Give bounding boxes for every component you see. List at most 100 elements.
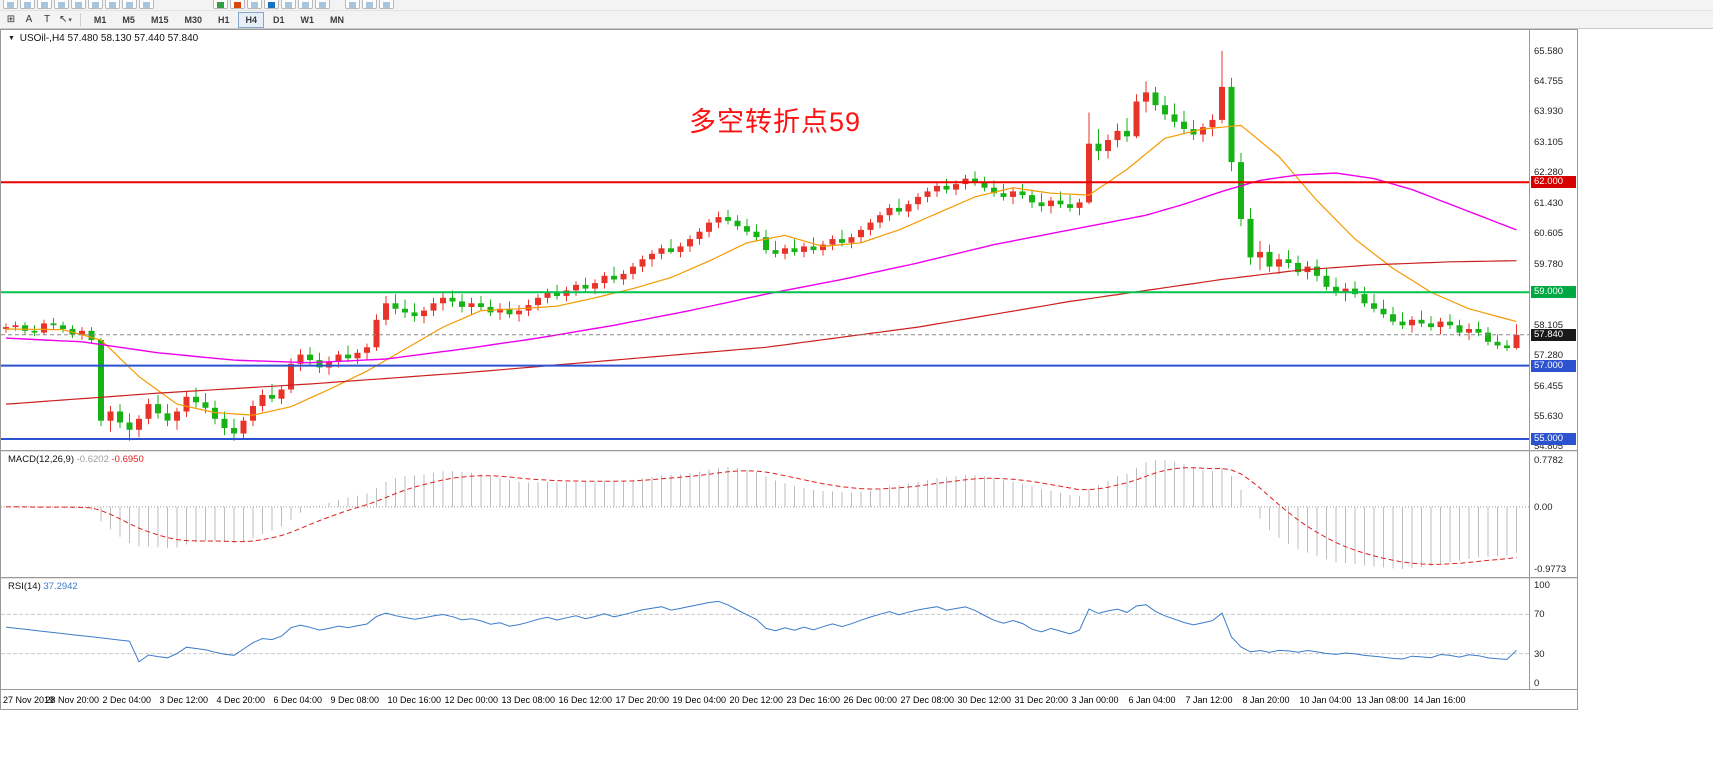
time-axis-label: 10 Jan 04:00 — [1299, 695, 1352, 705]
time-axis[interactable]: 27 Nov 2019 28 Nov 20:00 2 Dec 04:00 3 Dec … — [1, 689, 1577, 709]
time-axis-label: 27 Nov 2019 — [3, 695, 55, 705]
timeframe-D1[interactable]: D1 — [273, 14, 285, 25]
price-axis-label: 61.430 — [1534, 198, 1564, 210]
price-axis-label: 57.280 — [1534, 350, 1564, 362]
rsi-label: RSI(14) 37.2942 — [8, 581, 78, 592]
timeframe-buttons: M1 M5 M15 M30 H1 H4 D1 W1 MN — [86, 11, 352, 28]
time-axis-label: 31 Dec 20:00 — [1014, 695, 1069, 705]
time-axis-label: 20 Dec 12:00 — [729, 695, 784, 705]
rsi-axis-label: 30 — [1534, 648, 1545, 660]
timeframe-M5[interactable]: M5 — [122, 14, 135, 25]
rsi-axis-label: 0 — [1534, 678, 1540, 689]
text-box-tool-button[interactable]: T — [43, 14, 51, 25]
text-label-tool-button[interactable]: A — [25, 14, 33, 25]
toolbar-separator — [79, 13, 81, 26]
macd-value-signal: -0.6950 — [111, 454, 144, 465]
line-chart-icon[interactable] — [247, 0, 262, 9]
time-axis-label: 16 Dec 12:00 — [558, 695, 613, 705]
rsi-plot[interactable] — [1, 579, 1529, 689]
time-axis-label: 4 Dec 20:00 — [216, 695, 266, 705]
chevron-down-icon: ▾ — [68, 16, 72, 24]
macd-plot[interactable] — [1, 452, 1529, 577]
new-chart-icon[interactable] — [122, 0, 137, 9]
price-level-badge: 55.000 — [1531, 432, 1576, 445]
macd-axis-label: 0.00 — [1534, 501, 1553, 513]
toolbar-timeframes: ⊞ A T ↖ ▾ M1 M5 M15 M30 H1 H4 D1 W1 MN — [0, 11, 1713, 29]
charts-icon[interactable] — [20, 0, 35, 9]
auto-trading-icon[interactable] — [139, 0, 154, 9]
time-axis-label: 2 Dec 04:00 — [102, 695, 152, 705]
macd-name: MACD(12,26,9) — [8, 454, 74, 465]
timeframe-H4[interactable]: H4 — [238, 11, 264, 28]
rsi-axis-label: 100 — [1534, 580, 1550, 591]
windows-grid-button[interactable]: ⊞ — [2, 12, 20, 28]
indicators-icon[interactable] — [345, 0, 360, 9]
symbol-dropdown-icon[interactable]: ▼ — [8, 35, 15, 42]
price-level-badge: 57.000 — [1531, 359, 1576, 372]
price-axis-label: 54.805 — [1534, 441, 1564, 453]
price-axis-label: 65.580 — [1534, 45, 1564, 57]
time-axis-label: 19 Dec 04:00 — [672, 695, 727, 705]
time-axis-label: 27 Dec 08:00 — [900, 695, 955, 705]
macd-label: MACD(12,26,9) -0.6202 -0.6950 — [8, 454, 144, 465]
zoom-in-icon[interactable] — [264, 0, 279, 9]
new-order-icon[interactable] — [3, 0, 18, 9]
price-axis[interactable]: 65.580 64.755 63.930 63.105 62.280 61.430 60.6… — [1530, 30, 1577, 689]
time-axis-label: 13 Jan 08:00 — [1356, 695, 1409, 705]
rsi-name: RSI(14) — [8, 581, 41, 592]
symbol-name: USOil-,H4 — [19, 33, 65, 44]
panel-splitter[interactable] — [1, 450, 1577, 452]
arrow-tool-button[interactable]: ↖ ▾ — [56, 12, 75, 28]
price-axis-label: 58.105 — [1534, 320, 1564, 332]
time-axis-label: 7 Jan 12:00 — [1185, 695, 1233, 705]
time-axis-label: 3 Dec 12:00 — [159, 695, 209, 705]
candle-chart-icon[interactable] — [230, 0, 245, 9]
chart-shift-icon[interactable] — [315, 0, 330, 9]
time-axis-label: 8 Jan 20:00 — [1242, 695, 1290, 705]
price-axis-label: 56.455 — [1534, 380, 1564, 392]
time-axis-label: 6 Dec 04:00 — [273, 695, 323, 705]
templates-icon[interactable] — [379, 0, 394, 9]
time-axis-label: 30 Dec 12:00 — [957, 695, 1012, 705]
time-axis-label: 6 Jan 04:00 — [1128, 695, 1176, 705]
price-level-badge: 62.000 — [1531, 176, 1576, 189]
periods-icon[interactable] — [362, 0, 377, 9]
navigator-icon[interactable] — [71, 0, 86, 9]
rsi-value: 37.2942 — [43, 581, 78, 592]
current-price-badge: 57.840 — [1531, 328, 1576, 341]
candlestick-plot[interactable] — [1, 30, 1529, 450]
time-axis-label: 9 Dec 08:00 — [330, 695, 380, 705]
price-axis-label: 64.755 — [1534, 76, 1564, 88]
timeframe-M15[interactable]: M15 — [150, 14, 169, 25]
terminal-icon[interactable] — [88, 0, 103, 9]
bar-chart-icon[interactable] — [213, 0, 228, 9]
toolbar-top — [0, 0, 1713, 11]
macd-axis-label: 0.7782 — [1534, 455, 1564, 466]
axis-divider — [1529, 30, 1530, 689]
price-axis-label: 63.105 — [1534, 136, 1564, 148]
chart-window: ▼ USOil-,H4 57.480 58.130 57.440 57.840 … — [0, 29, 1578, 710]
time-axis-label: 28 Nov 20:00 — [45, 695, 100, 705]
market-watch-icon[interactable] — [54, 0, 69, 9]
chart-annotation-text[interactable]: 多空转折点59 — [689, 107, 862, 137]
time-axis-label: 10 Dec 16:00 — [387, 695, 442, 705]
timeframe-H1[interactable]: H1 — [217, 14, 230, 25]
timeframe-W1[interactable]: W1 — [300, 14, 315, 25]
time-axis-label: 23 Dec 16:00 — [786, 695, 841, 705]
timeframe-M30[interactable]: M30 — [184, 14, 202, 25]
price-axis-label: 55.630 — [1534, 410, 1564, 422]
time-axis-label: 26 Dec 00:00 — [843, 695, 898, 705]
windows-grid-icon: ⊞ — [6, 14, 16, 25]
rsi-axis-label: 70 — [1534, 609, 1545, 621]
timeframe-MN[interactable]: MN — [330, 14, 345, 25]
timeframe-M1[interactable]: M1 — [93, 14, 107, 25]
zoom-out-icon[interactable] — [281, 0, 296, 9]
profiles-icon[interactable] — [37, 0, 52, 9]
time-axis-label: 12 Dec 00:00 — [444, 695, 499, 705]
macd-value-main: -0.6202 — [76, 454, 109, 465]
panel-splitter[interactable] — [1, 577, 1577, 579]
auto-scroll-icon[interactable] — [298, 0, 313, 9]
macd-axis-label: -0.9773 — [1534, 564, 1567, 575]
strategy-tester-icon[interactable] — [105, 0, 120, 9]
ohlc-values: 57.480 58.130 57.440 57.840 — [67, 33, 199, 44]
